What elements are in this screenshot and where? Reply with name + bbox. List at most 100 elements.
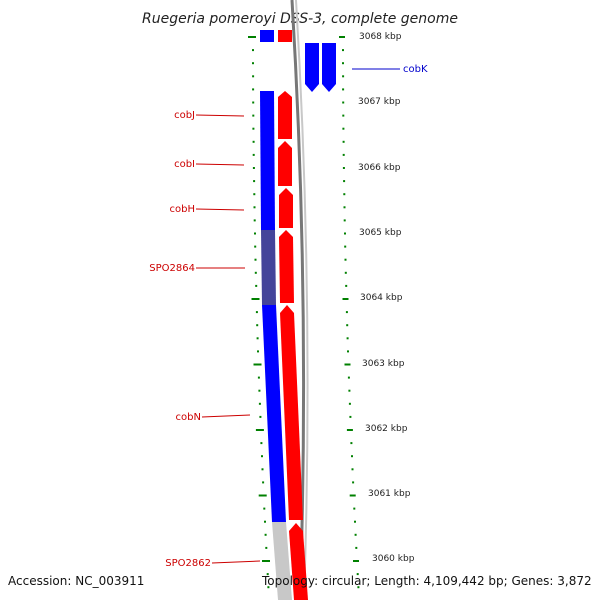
- inner-tick: [254, 232, 256, 235]
- outer-tick: [343, 180, 346, 183]
- outer-tick: [352, 481, 355, 484]
- outer-tick: [354, 520, 356, 523]
- scale-label: 3062 kbp: [365, 424, 408, 434]
- gene-labels: cobK cobJ cobI cobH SPO2864 cobN SPO2862: [149, 64, 428, 569]
- inner-tick: [258, 402, 261, 405]
- outer-tick: [345, 311, 348, 314]
- gene-label-cobJ: cobJ: [174, 110, 195, 121]
- outer-tick: [351, 455, 353, 458]
- feature-cobK: [305, 43, 336, 92]
- outer-tick: [350, 442, 353, 445]
- outer-tick: [342, 75, 345, 78]
- inner-tick-ring: [248, 36, 270, 589]
- inner-tick: [264, 533, 267, 536]
- scale-label: 3063 kbp: [362, 359, 405, 369]
- outer-tick: [342, 49, 344, 52]
- outer-tick: [349, 415, 352, 418]
- inner-tick: [252, 88, 255, 91]
- inner-tick: [266, 573, 269, 576]
- map-title: Ruegeria pomeroyi DSS-3, complete genome: [142, 11, 458, 27]
- feature-cobI-red: [278, 141, 292, 186]
- outer-tick: [342, 88, 345, 91]
- inner-tick: [265, 546, 268, 549]
- outer-tick: [342, 153, 345, 156]
- outer-tick: [353, 560, 359, 562]
- outer-tick: [342, 101, 345, 104]
- feature-SPO2864-blue: [261, 230, 276, 305]
- feature-cobN-blue: [262, 305, 286, 522]
- scale-label: 3061 kbp: [368, 489, 411, 499]
- feature-cobJ-red: [278, 91, 292, 139]
- outer-tick: [342, 114, 345, 117]
- accession-text: Accession: NC_003911: [8, 574, 145, 588]
- scale-label: 3065 kbp: [359, 228, 402, 238]
- label-connectors: [195, 68, 400, 564]
- inner-tick: [267, 586, 270, 589]
- outer-tick: [342, 62, 344, 65]
- scale-label: 3068 kbp: [359, 32, 402, 42]
- inner-tick: [261, 468, 264, 471]
- inner-tick: [258, 494, 267, 497]
- inner-tick: [259, 415, 262, 418]
- outer-tick: [342, 298, 349, 300]
- feature-SPO2862-gray: [272, 522, 292, 600]
- inner-tick: [252, 101, 255, 104]
- outer-tick: [346, 429, 353, 431]
- inner-tick: [253, 219, 256, 222]
- outer-tick: [355, 546, 358, 549]
- outer-tick: [342, 127, 345, 130]
- feature-top-blue: [260, 30, 274, 42]
- outer-tick: [348, 389, 351, 392]
- inner-tick: [257, 376, 260, 379]
- outer-tick: [345, 284, 348, 287]
- outer-tick: [344, 258, 347, 261]
- inner-tick: [253, 193, 256, 196]
- outer-tick: [346, 324, 349, 327]
- inner-tick: [252, 127, 255, 130]
- outer-tick: [344, 232, 346, 235]
- outer-tick: [339, 36, 345, 38]
- inner-tick: [256, 324, 259, 327]
- inner-tick: [252, 75, 255, 78]
- outer-tick: [347, 376, 350, 379]
- outer-tick: [356, 573, 359, 576]
- inner-tick: [255, 284, 258, 287]
- scale-label: 3067 kbp: [358, 97, 401, 107]
- reverse-feature-track: [278, 30, 308, 600]
- outer-tick: [354, 533, 357, 536]
- outer-tick: [357, 586, 360, 589]
- outer-tick-ring: [339, 36, 360, 589]
- inner-tick: [253, 363, 262, 366]
- inner-tick: [255, 429, 264, 431]
- inner-tick: [261, 455, 263, 458]
- gene-label-cobH: cobH: [170, 204, 195, 215]
- inner-tick: [262, 481, 265, 484]
- inner-tick: [257, 350, 259, 353]
- inner-tick: [252, 114, 255, 117]
- gene-label-cobK: cobK: [403, 64, 428, 75]
- outer-tick: [343, 219, 346, 222]
- inner-tick: [260, 442, 263, 445]
- outer-tick: [348, 402, 351, 405]
- inner-tick: [254, 271, 257, 274]
- inner-tick: [252, 167, 255, 169]
- outer-tick: [344, 245, 347, 248]
- inner-tick: [254, 245, 257, 248]
- outer-tick: [342, 140, 345, 143]
- inner-tick: [252, 49, 254, 52]
- outer-tick: [353, 507, 356, 510]
- feature-cobJ-blue: [260, 91, 275, 230]
- inner-tick: [263, 507, 266, 510]
- outer-tick: [347, 350, 349, 353]
- outer-tick: [344, 271, 347, 274]
- outer-tick: [344, 363, 351, 366]
- feature-SPO2862-red: [289, 523, 308, 600]
- inner-tick: [253, 206, 256, 209]
- scale-label: 3064 kbp: [360, 293, 403, 303]
- gene-label-SPO2864: SPO2864: [149, 263, 195, 274]
- scale-label: 3060 kbp: [372, 554, 415, 564]
- outer-tick: [351, 468, 354, 471]
- inner-tick: [262, 560, 270, 562]
- inner-tick: [252, 140, 255, 143]
